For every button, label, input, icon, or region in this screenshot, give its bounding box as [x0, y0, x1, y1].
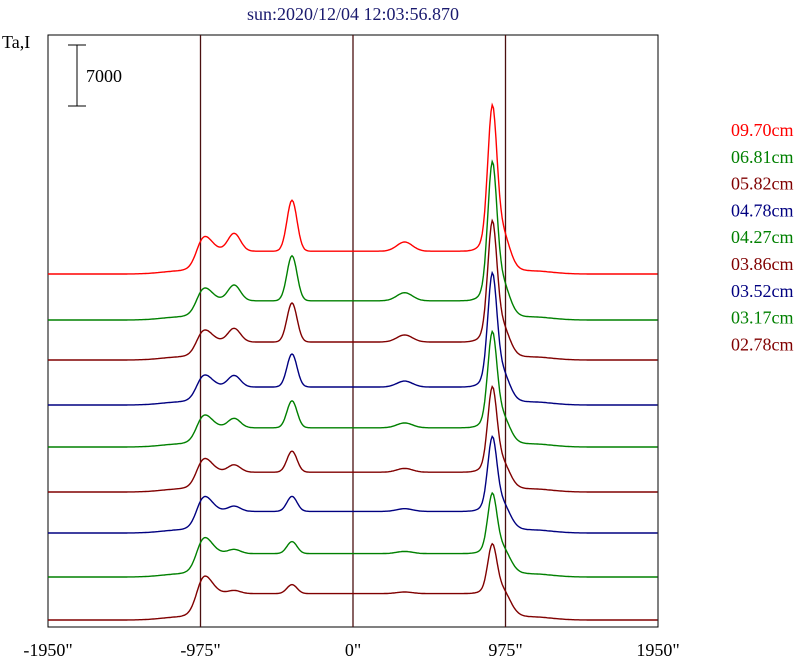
- legend-entry: 05.82cm: [731, 174, 794, 194]
- series-line-09.70cm: [48, 102, 658, 275]
- intensity-scale-bar: 7000: [68, 44, 122, 107]
- x-tick-label: 1950": [636, 640, 679, 660]
- vertical-reference-lines: [199, 35, 507, 627]
- series-line-05.82cm: [48, 218, 658, 361]
- chart-title: sun:2020/12/04 12:03:56.870: [247, 4, 459, 24]
- series-line-03.86cm: [48, 385, 658, 493]
- series-line-06.81cm: [48, 159, 658, 321]
- legend-entry: 09.70cm: [731, 120, 794, 140]
- y-axis-label: Ta,I: [2, 32, 30, 52]
- series-line-03.17cm: [48, 491, 658, 578]
- x-tick-label: 975": [488, 640, 522, 660]
- legend-entry: 04.27cm: [731, 227, 794, 247]
- x-tick-label: -1950": [23, 640, 72, 660]
- legend-entry: 03.17cm: [731, 308, 794, 328]
- legend-entry: 04.78cm: [731, 200, 794, 220]
- x-tick-label: 0": [345, 640, 361, 660]
- scale-bar-label: 7000: [86, 66, 122, 86]
- legend-entry: 06.81cm: [731, 147, 794, 167]
- x-tick-label: -975": [180, 640, 220, 660]
- series-line-03.52cm: [48, 435, 658, 534]
- series-line-04.27cm: [48, 329, 658, 448]
- legend: 09.70cm 06.81cm 05.82cm 04.78cm 04.27cm 03.86…: [731, 120, 794, 354]
- legend-entry: 03.86cm: [731, 254, 794, 274]
- series-line-02.78cm: [48, 542, 658, 621]
- legend-entry: 03.52cm: [731, 281, 794, 301]
- legend-entry: 02.78cm: [731, 334, 794, 354]
- series-line-04.78cm: [48, 270, 658, 406]
- x-tick-labels: -1950" -975" 0" 975" 1950": [23, 640, 679, 660]
- series-lines: [48, 102, 658, 621]
